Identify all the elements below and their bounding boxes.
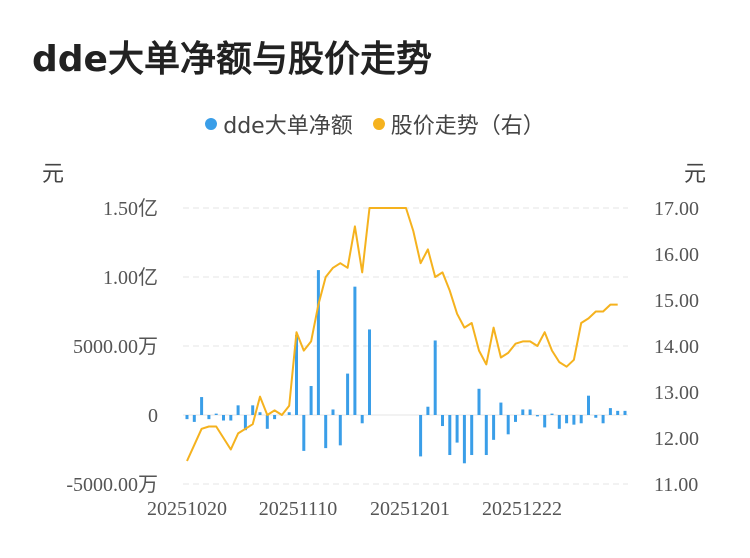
bar bbox=[433, 340, 437, 415]
x-tick-label: 20251020 bbox=[147, 498, 227, 520]
bar bbox=[324, 415, 328, 449]
bar bbox=[207, 415, 211, 420]
bar bbox=[565, 415, 569, 424]
y-right-tick-label: 15.00 bbox=[654, 290, 699, 312]
bar bbox=[236, 405, 240, 415]
bar bbox=[470, 415, 474, 456]
bar bbox=[550, 413, 554, 415]
bar bbox=[316, 270, 320, 415]
bar bbox=[579, 415, 583, 424]
bar bbox=[601, 415, 605, 424]
bar bbox=[477, 388, 481, 415]
y-right-tick-label: 17.00 bbox=[654, 198, 699, 220]
y-right-tick-label: 11.00 bbox=[654, 474, 698, 496]
bar bbox=[360, 415, 364, 424]
legend-item-price[interactable]: 股价走势（右） bbox=[372, 108, 545, 140]
bar bbox=[214, 413, 218, 415]
bar bbox=[346, 373, 350, 415]
bar bbox=[448, 415, 452, 456]
bar bbox=[192, 415, 196, 422]
bar bbox=[455, 415, 459, 443]
y-left-tick-label: 0 bbox=[148, 405, 158, 427]
x-tick-label: 20251201 bbox=[370, 498, 450, 520]
bar bbox=[229, 415, 233, 421]
bar bbox=[492, 415, 496, 440]
bar bbox=[441, 415, 444, 427]
chart-title: dde大单净额与股价走势 bbox=[32, 39, 432, 80]
left-axis-unit: 元 bbox=[42, 162, 65, 187]
legend-dot-dde bbox=[205, 118, 218, 130]
bar bbox=[572, 415, 576, 425]
bar bbox=[499, 402, 503, 415]
bar bbox=[514, 415, 517, 422]
bar bbox=[273, 415, 277, 420]
bar bbox=[338, 415, 342, 446]
legend: dde大单净额 股价走势（右） bbox=[0, 108, 750, 140]
bar bbox=[594, 415, 598, 418]
y-left-tick-label: 5000.00万 bbox=[73, 336, 158, 358]
bar bbox=[419, 415, 423, 457]
y-right-tick-label: 12.00 bbox=[654, 428, 699, 450]
bar bbox=[295, 334, 298, 415]
bar bbox=[521, 409, 525, 415]
y-left-tick-label: -5000.00万 bbox=[66, 474, 158, 496]
x-tick-label: 20251222 bbox=[482, 498, 562, 520]
legend-item-dde[interactable]: dde大单净额 bbox=[205, 108, 353, 140]
y-right-tick-label: 13.00 bbox=[654, 382, 699, 404]
y-right-tick-label: 14.00 bbox=[654, 336, 699, 358]
y-left-tick-label: 1.50亿 bbox=[103, 197, 158, 220]
right-axis-unit: 元 bbox=[684, 162, 707, 187]
bar bbox=[484, 415, 488, 456]
bar bbox=[302, 415, 306, 451]
bar bbox=[309, 386, 313, 415]
bar bbox=[462, 415, 466, 464]
bar bbox=[535, 415, 539, 417]
bar bbox=[506, 415, 510, 435]
bar bbox=[243, 415, 247, 431]
y-right-tick-label: 16.00 bbox=[654, 244, 699, 266]
legend-label-price: 股价走势（右） bbox=[390, 114, 545, 139]
bar bbox=[426, 406, 430, 415]
bar bbox=[258, 412, 262, 415]
bar bbox=[222, 415, 225, 421]
bar bbox=[251, 405, 255, 415]
price-line bbox=[186, 207, 618, 462]
bar bbox=[200, 397, 204, 415]
bar bbox=[543, 415, 547, 428]
bar bbox=[528, 409, 532, 415]
bar bbox=[353, 286, 357, 415]
bar bbox=[608, 408, 612, 415]
bar bbox=[265, 415, 269, 429]
bar bbox=[185, 415, 189, 420]
bar bbox=[368, 329, 371, 415]
legend-dot-price bbox=[372, 118, 385, 130]
bar bbox=[287, 412, 291, 415]
legend-label-dde: dde大单净额 bbox=[223, 114, 353, 139]
bar bbox=[616, 410, 620, 415]
y-left-tick-label: 1.00亿 bbox=[103, 266, 158, 289]
bar bbox=[331, 409, 335, 415]
bar bbox=[557, 415, 561, 429]
bar bbox=[587, 395, 590, 415]
x-tick-label: 20251110 bbox=[259, 498, 338, 520]
bar bbox=[623, 410, 627, 415]
